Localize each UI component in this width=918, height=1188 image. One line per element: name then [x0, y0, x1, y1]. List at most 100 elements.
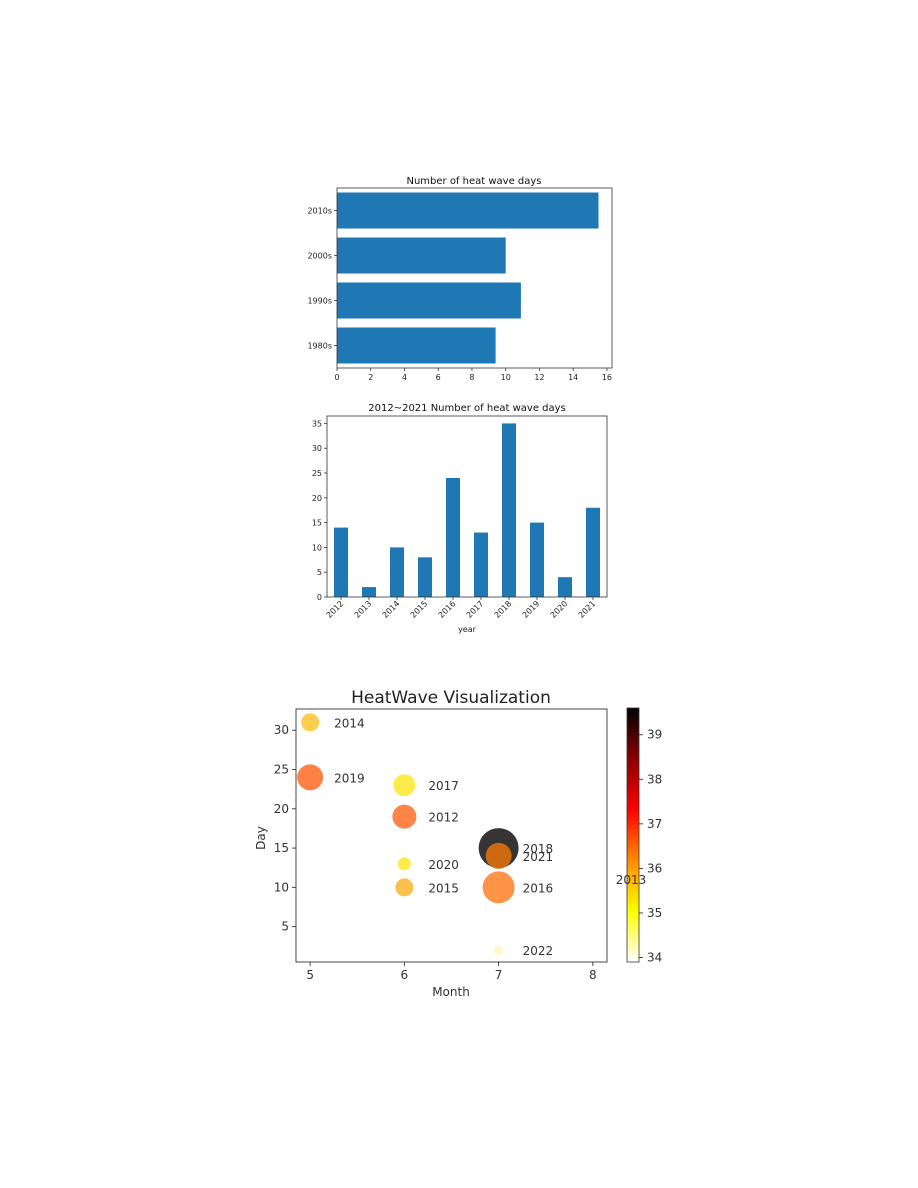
chart3-plot-frame	[295, 708, 608, 963]
y-tick-label-10: 10	[274, 880, 289, 894]
bar-2010s	[337, 192, 599, 229]
x-tick-label-10: 10	[501, 373, 511, 382]
chart3-x-axis-label: Month	[432, 985, 470, 999]
x-tick-label-0: 0	[334, 373, 339, 382]
bubble-2014	[301, 713, 320, 732]
x-tick-label-2019: 2019	[521, 599, 542, 620]
bubble-label-2021: 2021	[523, 850, 554, 864]
bar-2012	[334, 527, 348, 597]
x-tick-label-7: 7	[495, 968, 503, 982]
y-tick-label-35: 35	[312, 419, 322, 428]
chart-heat-wave-by-decade: Number of heat wave days 1980s 1990s 2000s…	[307, 176, 613, 382]
bubble-label-2014: 2014	[334, 716, 365, 730]
bar-2013	[362, 587, 376, 597]
bar-2017	[474, 532, 488, 597]
x-tick-label-2012: 2012	[325, 599, 346, 620]
chart-heat-wave-by-year: 2012~2021 Number of heat wave days 0 5 10 1…	[312, 403, 608, 634]
y-tick-label-30: 30	[274, 723, 289, 737]
bubble-label-2016: 2016	[523, 881, 554, 895]
chart1-plot-frame	[336, 187, 613, 369]
y-tick-label-5: 5	[317, 568, 322, 577]
y-tick-label-20: 20	[312, 494, 322, 503]
bar-2015	[418, 557, 432, 597]
colorbar-tick-label-35: 35	[647, 906, 662, 920]
bubble-label-2022: 2022	[523, 944, 554, 958]
x-tick-label-2021: 2021	[577, 599, 598, 620]
x-tick-label-2020: 2020	[549, 599, 570, 620]
chart1-y-tick-labels: 1980s 1990s 2000s 2010s	[307, 207, 337, 351]
x-tick-label-6: 6	[436, 373, 441, 382]
bar-2021	[586, 507, 600, 597]
x-tick-label-16: 16	[602, 373, 612, 382]
x-tick-label-5: 5	[306, 968, 314, 982]
x-tick-label-14: 14	[568, 373, 578, 382]
y-tick-label-10: 10	[312, 543, 322, 552]
y-tick-label-5: 5	[281, 920, 289, 934]
colorbar-gradient	[626, 707, 640, 963]
y-tick-label-1980s: 1980s	[307, 342, 332, 351]
x-tick-label-2015: 2015	[409, 599, 430, 620]
chart3-y-tick-labels: 5 10 15 20 25 30	[274, 723, 296, 934]
y-tick-label-15: 15	[312, 519, 322, 528]
bar-2016	[446, 477, 460, 597]
y-tick-label-0: 0	[317, 593, 322, 602]
x-tick-label-8: 8	[469, 373, 474, 382]
chart1-title: Number of heat wave days	[406, 176, 541, 187]
bubble-label-2017: 2017	[428, 779, 459, 793]
bubble-label-2018: 2018	[523, 842, 554, 856]
y-tick-label-25: 25	[274, 763, 289, 777]
chart2-title: 2012~2021 Number of heat wave days	[368, 403, 566, 414]
bar-2014	[390, 547, 404, 597]
colorbar-tick-label-34: 34	[647, 951, 662, 965]
bar-1990s	[337, 282, 521, 319]
bubble-label-2019: 2019	[334, 771, 365, 785]
x-tick-label-2016: 2016	[437, 599, 458, 620]
y-tick-label-2000s: 2000s	[307, 252, 332, 261]
bubble-2021	[485, 842, 512, 869]
x-tick-label-2017: 2017	[465, 599, 486, 620]
chart1-bars	[337, 192, 599, 364]
bubble-label-2020: 2020	[428, 858, 459, 872]
x-tick-label-2014: 2014	[381, 599, 402, 620]
y-tick-label-25: 25	[312, 469, 322, 478]
bar-2018	[502, 423, 516, 597]
x-tick-label-6: 6	[401, 968, 409, 982]
x-tick-label-2018: 2018	[493, 599, 514, 620]
bubble-2015	[395, 878, 414, 897]
bubble-2017	[393, 774, 416, 797]
chart1-x-tick-labels: 0 2 4 6 8 10 12 14 16	[334, 368, 612, 382]
x-tick-label-2013: 2013	[353, 599, 374, 620]
chart3-title: HeatWave Visualization	[351, 688, 551, 708]
bubble-2019	[297, 764, 324, 791]
bubble-label-2012: 2012	[428, 811, 459, 825]
bar-1980s	[337, 327, 496, 364]
chart2-bars	[334, 423, 600, 597]
colorbar-label: 2013	[616, 873, 647, 887]
chart2-plot-frame	[326, 415, 608, 598]
chart3-colorbar: 34 35 36 37 38 39 2013	[616, 707, 662, 965]
y-tick-label-20: 20	[274, 802, 289, 816]
y-tick-label-30: 30	[312, 444, 322, 453]
bar-2019	[530, 522, 544, 597]
chart3-y-axis-label: Day	[254, 826, 268, 850]
colorbar-tick-label-37: 37	[647, 817, 662, 831]
bubble-2020	[397, 857, 411, 871]
colorbar-tick-label-38: 38	[647, 772, 662, 786]
colorbar-tick-labels: 34 35 36 37 38 39	[639, 728, 662, 965]
x-tick-label-4: 4	[402, 373, 407, 382]
chart2-y-tick-labels: 0 5 10 15 20 25 30 35	[312, 419, 327, 602]
colorbar-tick-label-39: 39	[647, 728, 662, 742]
bar-2000s	[337, 237, 506, 274]
y-tick-label-2010s: 2010s	[307, 207, 332, 216]
x-tick-label-8: 8	[589, 968, 597, 982]
y-tick-label-1990s: 1990s	[307, 297, 332, 306]
bubble-label-2015: 2015	[428, 881, 459, 895]
y-tick-label-15: 15	[274, 841, 289, 855]
chart3-x-tick-labels: 5 6 7 8	[306, 962, 597, 982]
x-tick-label-2: 2	[368, 373, 373, 382]
bar-2020	[558, 577, 572, 597]
chart2-x-tick-labels: 2012 2013 2014 2015 2016 2017 2018 2019 2020 2021	[325, 597, 598, 620]
chart2-x-axis-label: year	[458, 625, 477, 634]
